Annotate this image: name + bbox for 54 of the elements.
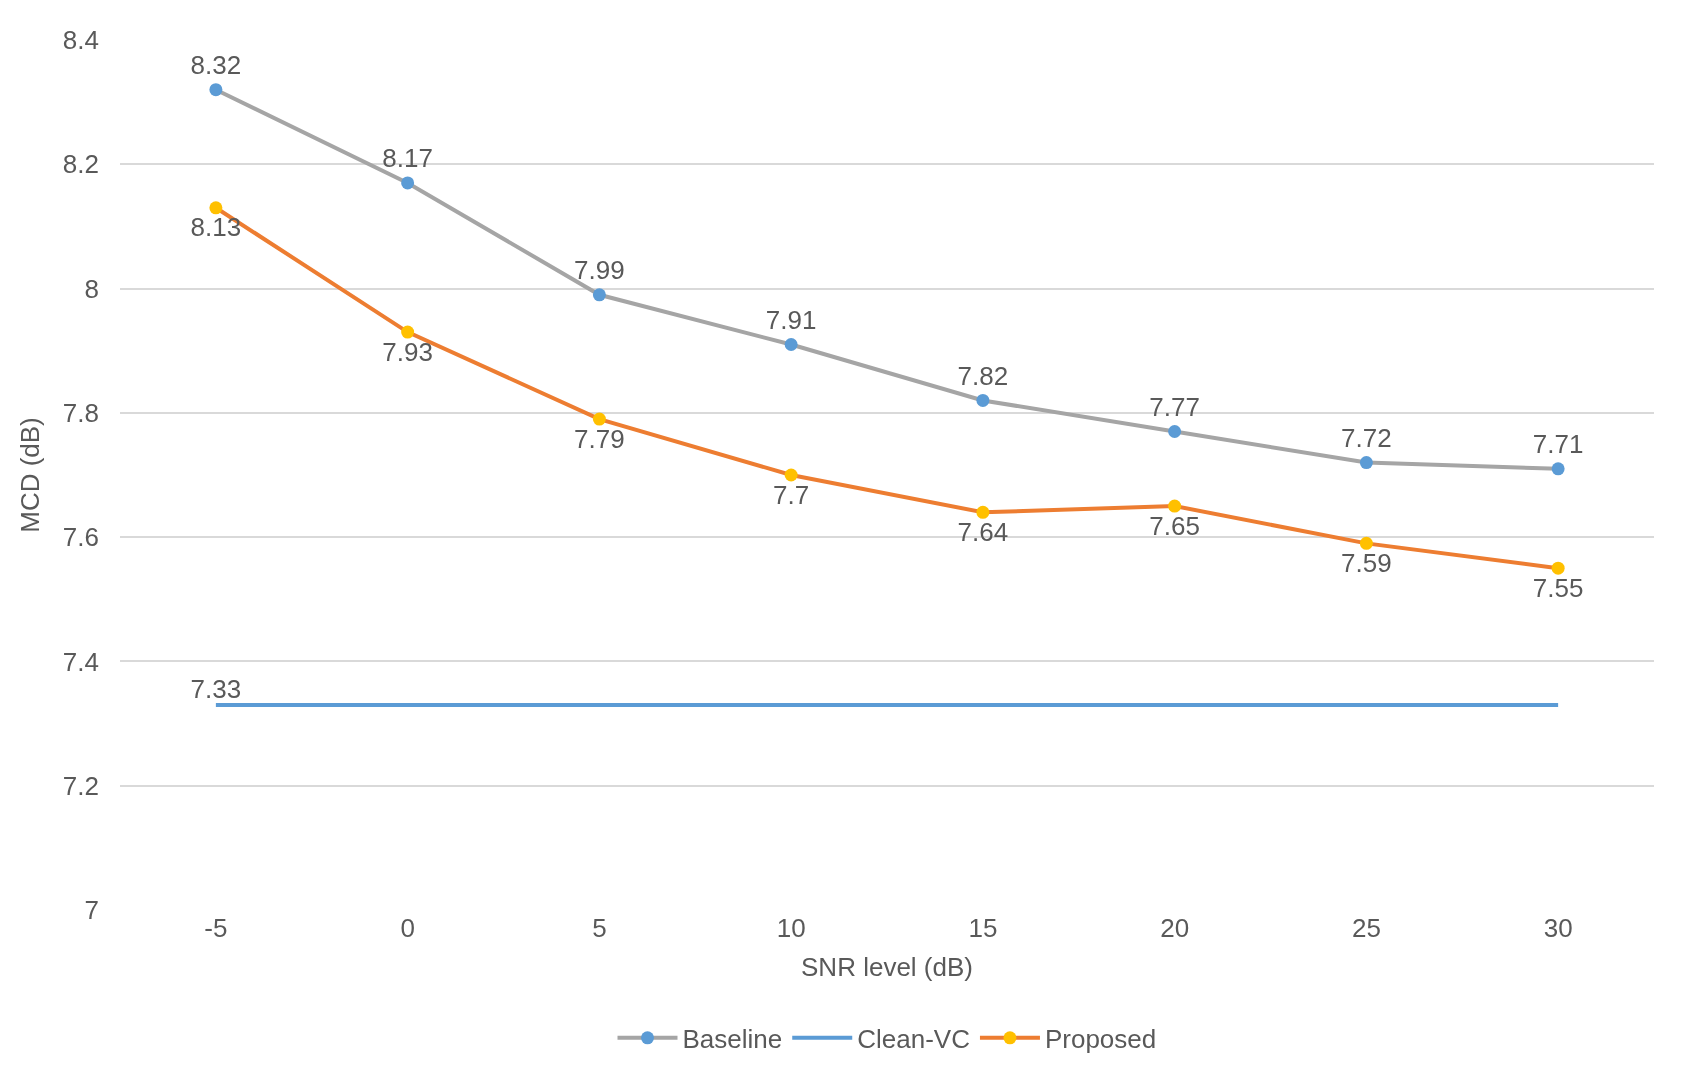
point — [401, 176, 415, 190]
point — [1551, 462, 1565, 476]
x-tick-label: 5 — [592, 913, 607, 943]
x-tick-label: 20 — [1160, 913, 1190, 943]
y-tick-label: 8 — [84, 273, 99, 304]
x-tick-label: 15 — [968, 913, 998, 943]
data-label: 7.59 — [1341, 547, 1392, 578]
point — [784, 468, 798, 482]
y-tick-label: 8.4 — [62, 25, 99, 56]
data-label: 7.82 — [957, 360, 1009, 391]
x-tick-label: 0 — [400, 913, 415, 943]
point — [976, 505, 990, 519]
point — [1168, 425, 1182, 438]
data-label: 7.7 — [773, 479, 810, 510]
legend-label: Clean-VC — [857, 1023, 970, 1054]
data-label: 8.17 — [382, 143, 433, 174]
data-label: 7.72 — [1341, 422, 1392, 453]
data-label: 7.79 — [574, 423, 625, 454]
point — [1551, 561, 1565, 575]
y-tick-label: 7.6 — [62, 522, 99, 553]
y-tick-label: 7 — [84, 895, 99, 926]
x-tick-label: 10 — [776, 913, 806, 943]
point — [1359, 536, 1373, 550]
x-tick-label: 30 — [1543, 913, 1573, 943]
y-tick-label: 7.2 — [62, 770, 99, 801]
x-tick-label: 25 — [1351, 913, 1381, 943]
data-label: 7.77 — [1149, 391, 1200, 422]
y-tick-label: 7.8 — [62, 397, 99, 428]
point — [401, 325, 415, 339]
point — [1168, 499, 1182, 513]
data-label: 7.65 — [1149, 510, 1200, 541]
point — [784, 338, 798, 351]
y-tick-label: 8.2 — [62, 149, 99, 180]
y-tick-label: 7.4 — [62, 646, 99, 677]
legend-label: Baseline — [682, 1023, 783, 1054]
data-label: 7.55 — [1532, 572, 1584, 603]
data-label: 7.91 — [765, 304, 817, 335]
point — [209, 201, 223, 215]
data-label: 7.99 — [574, 255, 625, 286]
point — [1359, 456, 1373, 470]
x-tick-label: -5 — [204, 913, 228, 943]
data-label: 8.32 — [190, 50, 242, 81]
y-axis-title: MCD (dB) — [15, 417, 46, 533]
data-label: 7.33 — [190, 674, 242, 705]
point — [209, 83, 223, 97]
data-label: 7.64 — [957, 516, 1009, 547]
legend-label: Proposed — [1044, 1023, 1157, 1054]
point — [592, 288, 606, 302]
data-label: 8.13 — [190, 212, 242, 243]
point — [592, 412, 606, 426]
point — [976, 393, 990, 407]
data-label: 7.93 — [382, 336, 433, 367]
data-label: 7.71 — [1532, 429, 1584, 460]
x-axis-title: SNR level (dB) — [801, 951, 973, 982]
